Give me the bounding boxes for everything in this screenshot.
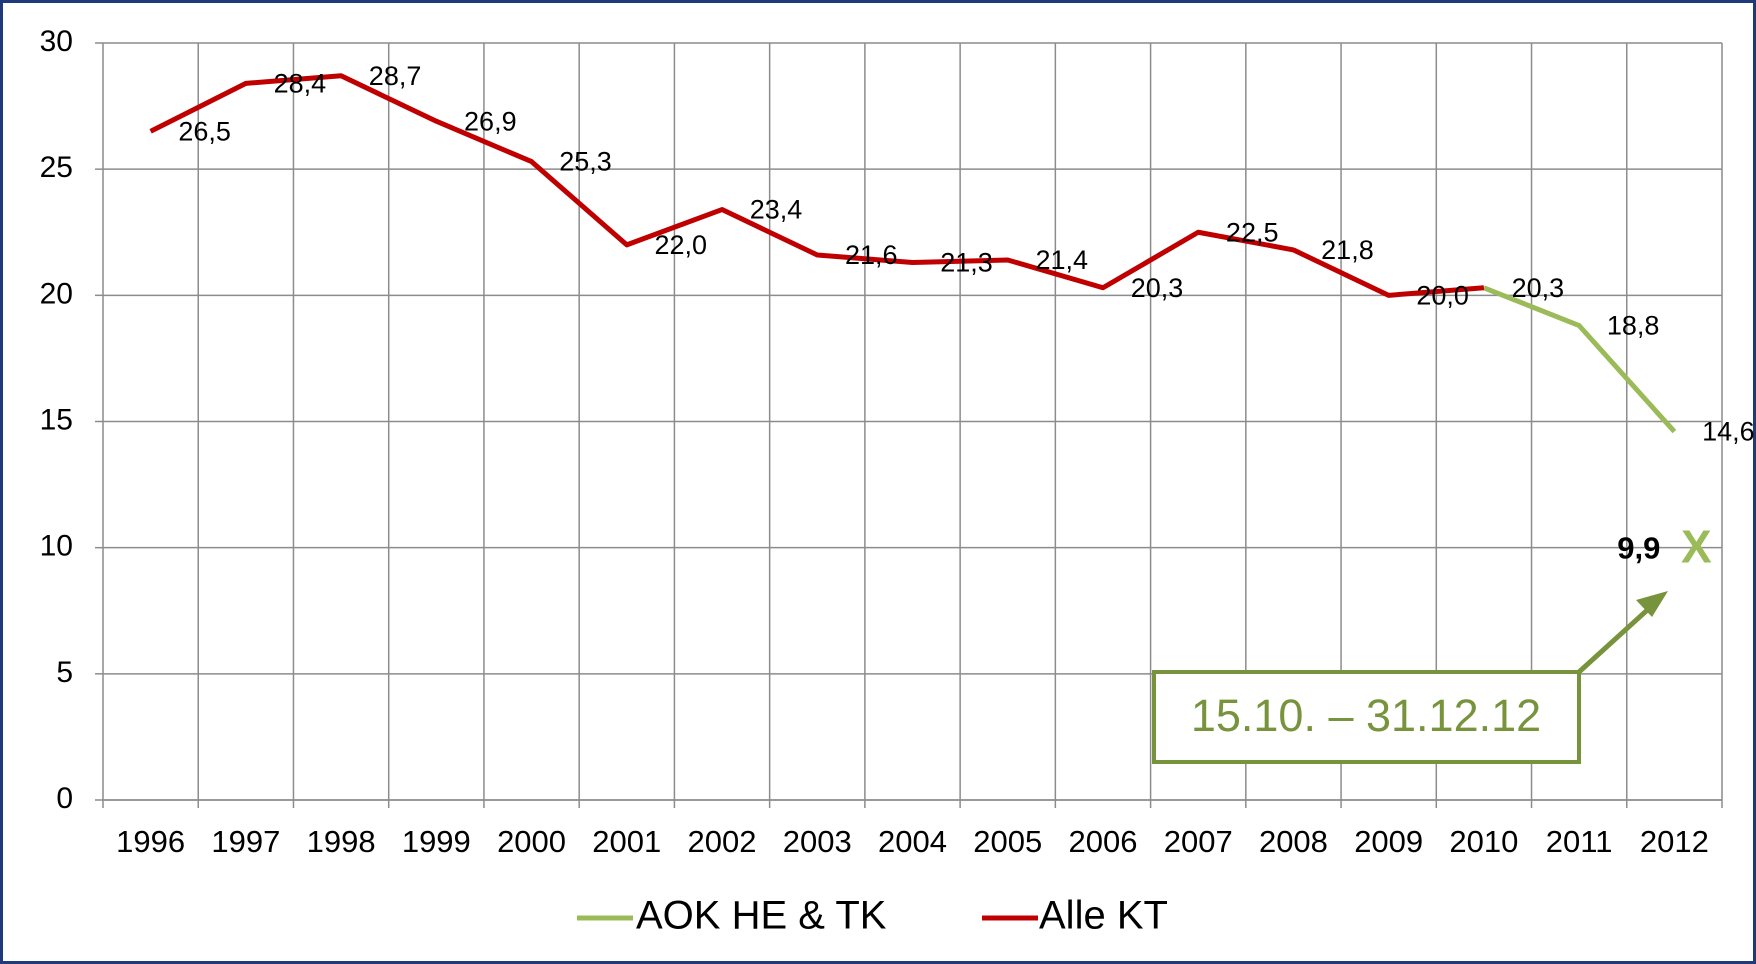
x-tick-label: 2008 [1259, 824, 1328, 859]
x-tick-label: 2002 [688, 824, 757, 859]
x-tick-label: 2007 [1164, 824, 1233, 859]
data-label: 18,8 [1607, 311, 1660, 341]
y-tick-label: 0 [56, 782, 73, 815]
data-label: 20,0 [1416, 280, 1469, 310]
data-label: 21,4 [1035, 245, 1088, 275]
line-series [149, 73, 1485, 298]
data-label: 25,3 [559, 147, 612, 177]
data-label: 26,9 [464, 106, 517, 136]
y-tick-label: 30 [40, 25, 73, 58]
x-tick-label: 2012 [1640, 824, 1709, 859]
note-text: 15.10. – 31.12.12 [1191, 690, 1541, 741]
x-tick-label: 2011 [1546, 824, 1613, 859]
x-tick-label: 1996 [116, 824, 185, 859]
data-label: 20,3 [1512, 273, 1565, 303]
note-arrowhead [1636, 591, 1668, 617]
y-tick-label: 15 [40, 403, 73, 436]
y-tick-label: 25 [40, 151, 73, 184]
data-label: 21,8 [1321, 235, 1374, 265]
y-tick-label: 10 [40, 530, 73, 563]
legend-label: Alle KT [1039, 894, 1168, 938]
legend-label: AOK HE & TK [636, 894, 887, 938]
y-tick-label: 5 [56, 656, 73, 689]
x-tick-label: 2005 [973, 824, 1042, 859]
x-tick-label: 1998 [307, 824, 376, 859]
x-tick-label: 1999 [402, 824, 471, 859]
highlight-marker: X [1681, 520, 1712, 572]
data-label: 22,0 [655, 230, 708, 260]
note-arrow [1577, 601, 1657, 674]
data-label: 23,4 [750, 195, 803, 225]
data-label: 20,3 [1131, 273, 1184, 303]
x-tick-label: 2003 [783, 824, 852, 859]
data-label: 26,5 [178, 116, 231, 146]
data-label: 21,6 [845, 240, 898, 270]
data-label: 28,4 [274, 68, 327, 98]
x-tick-label: 2006 [1068, 824, 1137, 859]
note-box [1152, 670, 1581, 764]
data-label: 28,7 [369, 61, 422, 91]
data-label: 14,6 [1702, 417, 1755, 447]
x-tick-label: 2001 [592, 824, 661, 859]
x-tick-label: 2000 [497, 824, 566, 859]
data-label: 21,3 [940, 248, 993, 278]
highlight-label: 9,9 [1617, 530, 1660, 565]
x-tick-label: 2009 [1354, 824, 1423, 859]
line-series [1482, 285, 1677, 434]
y-tick-label: 20 [40, 277, 73, 310]
x-tick-label: 1997 [211, 824, 280, 859]
x-tick-label: 2004 [878, 824, 947, 859]
data-label: 22,5 [1226, 217, 1279, 247]
x-tick-label: 2010 [1449, 824, 1518, 859]
